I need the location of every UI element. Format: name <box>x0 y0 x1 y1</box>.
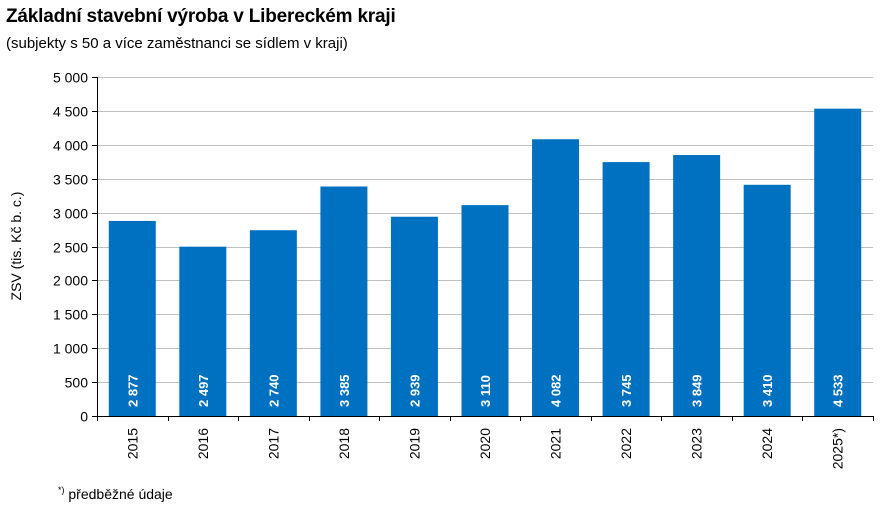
bar-2021 <box>532 139 580 416</box>
x-tick-label: 2022 <box>618 428 634 459</box>
x-axis-ticks: 2015 2016 2017 2018 2019 2020 2021 2022 2023 2024… <box>97 416 874 469</box>
bar-value-label: 3 110 <box>478 375 493 407</box>
x-tick-label: 2024 <box>759 428 775 459</box>
bar-2020 <box>461 205 509 416</box>
x-tick-label: 2016 <box>195 428 211 459</box>
bar-2015 <box>108 220 156 416</box>
footnote-marker: *) <box>58 485 65 495</box>
bar-value-label: 3 849 <box>690 374 705 407</box>
y-tick-label: 1 500 <box>53 307 88 323</box>
y-tick-label: 2 500 <box>53 240 88 256</box>
bar-2019 <box>390 216 438 416</box>
bar-value-label: 3 385 <box>337 374 352 407</box>
y-tick-label: 5 000 <box>53 70 88 86</box>
bar-2018 <box>320 186 368 416</box>
x-tick-label: 2025*) <box>830 428 846 469</box>
bar-2016 <box>179 246 227 416</box>
bar-value-label: 2 740 <box>266 374 281 407</box>
x-tick-label: 2015 <box>124 428 140 459</box>
y-tick-label: 3 500 <box>53 172 88 188</box>
footnote: *) předběžné údaje <box>58 485 173 502</box>
x-tick-label: 2017 <box>265 428 281 459</box>
x-tick-label: 2019 <box>406 428 422 459</box>
bar-value-label: 3 745 <box>619 374 634 407</box>
y-tick-label: 4 000 <box>53 138 88 154</box>
gridlines <box>97 77 873 383</box>
bar-2022 <box>602 162 650 416</box>
bar-value-label: 3 410 <box>760 374 775 407</box>
bars: 2 877 2 497 2 740 3 385 2 939 3 110 4 082 3 745… <box>108 108 862 417</box>
bar-value-label: 2 877 <box>125 374 140 407</box>
axes <box>97 77 873 417</box>
x-tick-label: 2023 <box>689 428 705 459</box>
chart-title: Základní stavební výroba v Libereckém kr… <box>6 6 396 27</box>
y-tick-label: 4 500 <box>53 104 88 120</box>
bar-2025*) <box>814 108 862 416</box>
bar-value-label: 2 497 <box>196 374 211 407</box>
bar-2023 <box>673 155 721 417</box>
y-tick-label: 2 000 <box>53 273 88 289</box>
y-tick-label: 3 000 <box>53 206 88 222</box>
x-tick-label: 2018 <box>336 428 352 459</box>
footnote-text: předběžné údaje <box>68 486 173 502</box>
x-tick-label: 2020 <box>477 428 493 459</box>
bar-2024 <box>743 184 791 416</box>
bar-value-label: 2 939 <box>407 374 422 407</box>
chart-subtitle: (subjekty s 50 a více zaměstnanci se síd… <box>6 35 348 52</box>
bar-value-label: 4 082 <box>549 374 564 407</box>
x-tick-label: 2021 <box>548 428 564 459</box>
y-tick-label: 1 000 <box>53 341 88 357</box>
bar-value-label: 4 533 <box>831 374 846 407</box>
y-axis-ticks: 0 500 1 000 1 500 2 000 2 500 3 000 3 500 4 000 4… <box>53 70 97 425</box>
y-tick-label: 500 <box>65 375 89 391</box>
y-tick-label: 0 <box>80 409 88 425</box>
bar-2017 <box>249 230 297 416</box>
